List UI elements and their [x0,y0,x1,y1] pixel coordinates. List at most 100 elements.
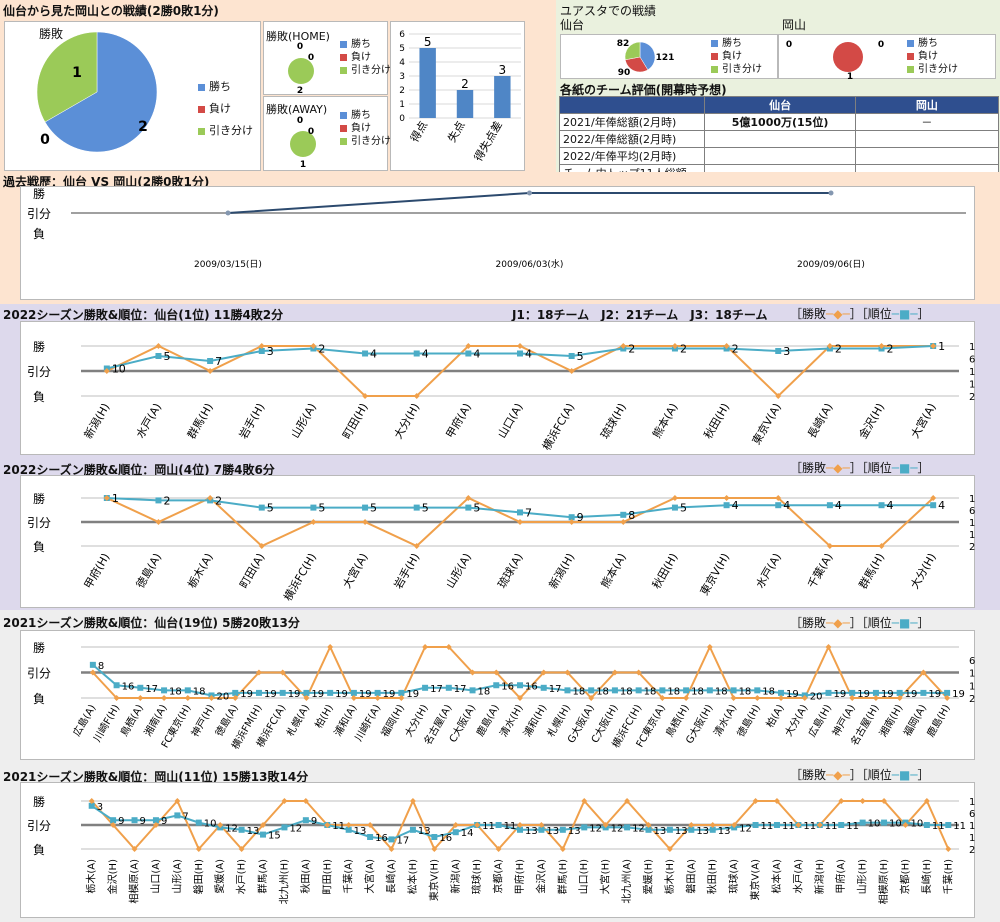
eval-row: 2022/年俸総額(2月時) [558,130,1000,148]
season-rank-label: 12 [289,823,302,834]
season-x-label: 東京V(H) [427,859,440,901]
history-panel: 過去戦歴：仙台 VS 岡山(2勝0敗1分) 勝引分負 2009/03/15(日) 2… [0,172,1000,304]
legend-loss: 負け [198,98,253,120]
season-x-label: 金沢(H) [856,401,888,442]
history-y-label: 負 [33,227,45,241]
season-rank-point [752,822,759,828]
history-x-label: 2009/09/06(日) [797,259,865,270]
season-rank-label: 19 [335,689,348,700]
bar-ytick-label: 4 [399,58,405,68]
season-y-label: 勝 [33,794,45,809]
season-rank-point [495,822,502,828]
season-rank-point [896,689,903,696]
season-result-point [89,669,96,676]
season-result-point [469,669,476,676]
season-rank-point [624,824,631,831]
season-x-label: 松本(H) [406,859,419,894]
season-result-point [620,343,627,349]
season-rank-label: 16 [375,833,388,844]
season-rank-tick: 16 [969,380,976,391]
season-result-point [730,695,737,701]
season-x-label: 岩手(H) [236,401,268,442]
season-rank-tick: 11 [969,367,976,378]
eval-row-sendai [704,130,856,148]
season-rank-label: 12 [589,823,602,834]
season-rank-label: 4 [525,348,532,361]
season-rank-point [517,509,523,516]
season-rank-label: 13 [675,826,688,837]
season-rank-label: 5 [422,502,429,515]
season-x-label: 大分(H) [907,551,939,592]
season-x-label: 群馬(A) [256,859,269,894]
season-rank-label: 18 [620,686,633,697]
season-rank-point [260,831,267,838]
season-x-label: 札幌(A) [283,702,312,739]
pie-data-label: 1 [72,65,82,81]
season-x-label: 東京V(H) [697,551,732,598]
bar-ytick-label: 5 [399,44,405,54]
season-rank-point [413,350,420,357]
season-result-point [409,798,416,804]
season-result-point [258,343,265,349]
season-x-label: 山形(A) [444,551,474,591]
season-rank-label: 11 [782,821,795,832]
legend-line-4: ［勝敗─◆─］［順位─■─］ [790,768,930,782]
season-x-label: 横浜FC(H) [280,551,319,604]
season-rank-label: 17 [145,684,158,695]
season-result-point [581,798,588,804]
season-rank-label: 19 [905,689,918,700]
season-result-point [538,822,545,828]
eval-header-col2: 岡山 [854,96,1000,114]
season-rank-label: 8 [98,661,104,672]
season-rank-label: 9 [311,816,317,827]
season-rank-label: 7 [182,811,188,822]
season-rank-label: 3 [783,345,790,358]
season-rank-label: 2 [215,494,222,507]
pie-data-label: 82 [617,39,630,49]
season-rank-point [367,834,374,840]
season-rank-label: 13 [568,826,581,837]
season-rank-label: 16 [501,681,514,692]
season-rank-point [422,684,429,691]
season-result-point [826,343,833,349]
season-rank-point [559,826,566,833]
season-result-point [920,669,927,676]
season-x-label: 群馬(H) [556,859,569,894]
season-result-point [137,695,144,701]
season-rank-point [310,504,317,511]
season-rank-point [878,502,885,509]
season-rank-point [688,826,695,833]
season-y-label: 負 [33,843,45,857]
season-x-label: 金沢(H) [106,859,119,894]
pie-data-label: 0 [878,40,884,50]
season-rank-label: 17 [397,835,410,846]
season-rank-point [775,502,782,509]
season-rank-point [255,689,262,696]
season-rank-label: 9 [118,816,124,827]
season-result-point [279,669,286,676]
season-result-point [872,695,879,701]
season-x-label: 広島(H) [805,702,834,739]
sendai-2022-title: 2022シーズン勝敗&順位：仙台(1位) 11勝4敗2分 [3,308,284,322]
season-x-label: 町田(H) [322,859,333,894]
season-rank-label: 17 [454,684,467,695]
season-rank-label: 4 [473,348,480,361]
season-result-point [624,798,631,804]
season-rank-label: 2 [628,343,635,356]
season-rank-label: 13 [525,826,538,837]
season-rank-point [350,689,357,696]
main-pie-chart: 2 0 1 [36,31,158,153]
season-rank-point [431,834,438,840]
season-result-point [324,822,331,828]
season-x-label: 相模原(H) [877,859,890,904]
season-rank-point [303,689,310,696]
eval-row-okayama: － [854,113,1000,131]
season-x-label: 新潟(A) [449,859,462,894]
season-result-point [568,368,575,374]
season-result-point [778,695,785,701]
season-x-label: 長崎(A) [385,859,398,894]
season-rank-point [775,348,782,354]
season-rank-label: 4 [887,499,894,512]
season-rank-label: 5 [680,502,687,515]
